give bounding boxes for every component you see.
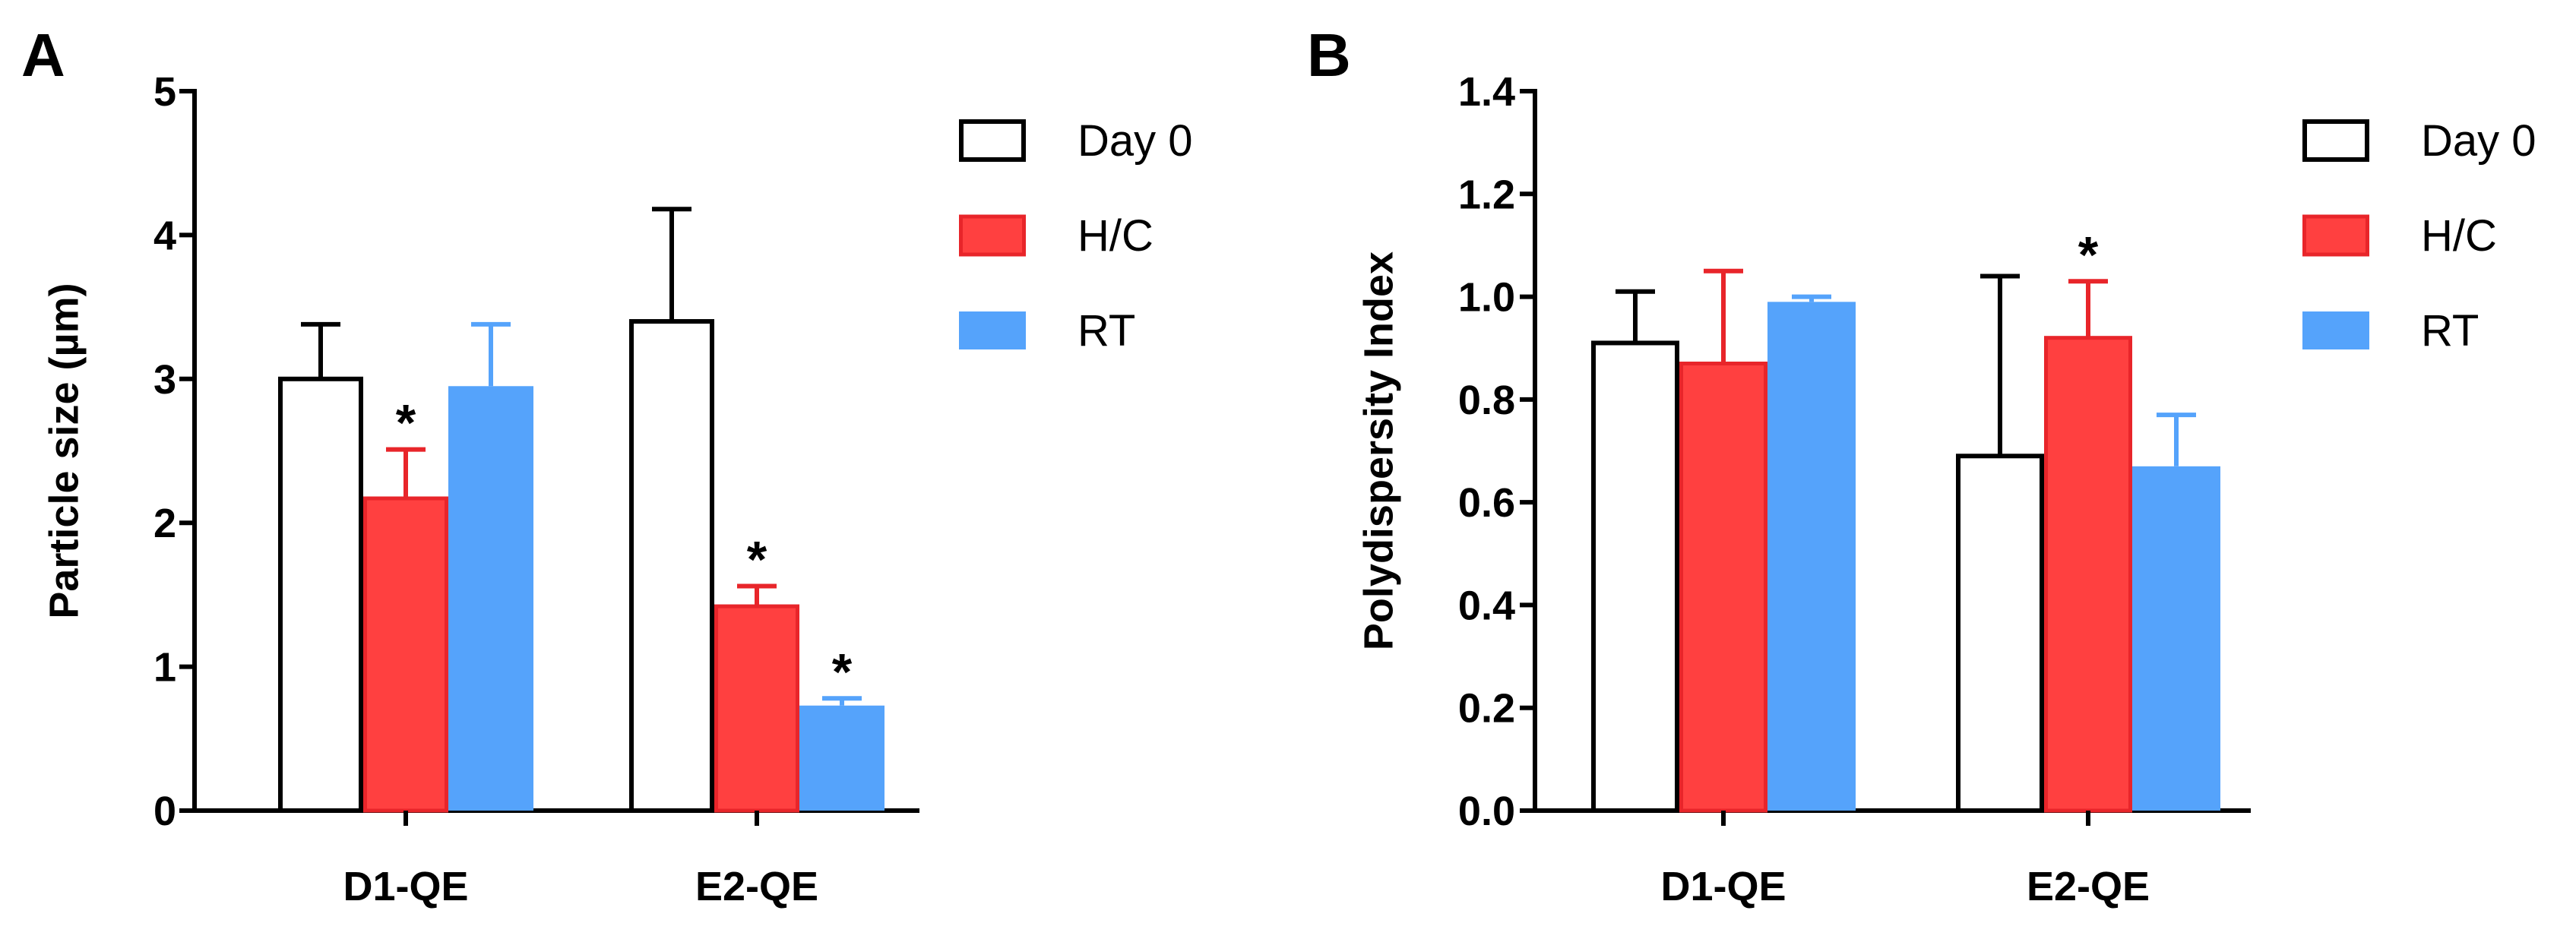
y-axis-label: Polydispersity Index [1356, 251, 1401, 650]
x-category-label: D1-QE [1660, 864, 1786, 909]
significance-star: * [747, 531, 767, 589]
x-category-label: E2-QE [2027, 864, 2150, 909]
legend-label-day0: Day 0 [2421, 116, 2536, 166]
y-tick-label: 0.2 [1458, 686, 1515, 732]
y-tick-label: 5 [153, 69, 176, 115]
legend-swatch-hc [2302, 214, 2369, 257]
significance-star: * [396, 394, 416, 452]
legend-swatch-hc [959, 214, 1026, 257]
legend-label-day0: Day 0 [1078, 116, 1193, 166]
legend-swatch-day0 [2302, 119, 2369, 162]
panel-a: A 0 1 2 3 4 5 Particle size (µm) * D1-QE * * E2-QE Da… [21, 21, 1193, 909]
panel-b: B 0.0 0.2 0.4 0.6 0.8 1.0 1.2 1.4 Polydispersity … [1307, 21, 2536, 909]
legend-swatch-rt [959, 311, 1026, 349]
panel-letter: B [1307, 21, 1351, 89]
bar-day0-d1-qe [278, 376, 363, 813]
y-tick-label: 4 [153, 213, 176, 258]
y-tick-label: 1 [153, 645, 176, 691]
y-tick-label: 0.8 [1458, 378, 1515, 423]
y-tick-label: 1.0 [1458, 275, 1515, 321]
legend-label-rt: RT [1078, 306, 1135, 356]
legend-label-rt: RT [2421, 306, 2479, 356]
y-tick-label: 0.6 [1458, 480, 1515, 526]
bar-day0-e2-qe [629, 319, 714, 814]
bar-hc-d1-qe [1679, 362, 1767, 813]
y-tick-label: 1.4 [1458, 69, 1515, 115]
legend-swatch-rt [2302, 311, 2369, 349]
panel-letter: A [21, 21, 65, 89]
y-tick-label: 3 [153, 357, 176, 403]
significance-star: * [2078, 226, 2099, 283]
bar-rt-e2-qe [2132, 466, 2220, 811]
y-tick-label: 0 [153, 789, 176, 834]
bar-rt-e2-qe [799, 705, 885, 811]
x-category-label: D1-QE [343, 864, 468, 909]
legend-label-hc: H/C [2421, 211, 2497, 261]
y-tick-label: 0.4 [1458, 583, 1515, 628]
bar-rt-d1-qe [448, 386, 533, 811]
bar-hc-e2-qe [714, 604, 799, 813]
legend-swatch-day0 [959, 119, 1026, 162]
bar-hc-d1-qe [363, 496, 448, 813]
y-tick-label: 2 [153, 501, 176, 546]
legend-label-hc: H/C [1078, 211, 1154, 261]
bar-rt-d1-qe [1767, 302, 1856, 811]
bar-hc-e2-qe [2044, 336, 2132, 813]
x-category-label: E2-QE [695, 864, 818, 909]
y-tick-label: 0.0 [1458, 789, 1515, 834]
bar-day0-d1-qe [1591, 340, 1679, 813]
y-axis-label: Particle size (µm) [41, 283, 87, 618]
bar-day0-e2-qe [1956, 454, 2044, 813]
significance-star: * [832, 643, 853, 700]
y-tick-label: 1.2 [1458, 172, 1515, 217]
